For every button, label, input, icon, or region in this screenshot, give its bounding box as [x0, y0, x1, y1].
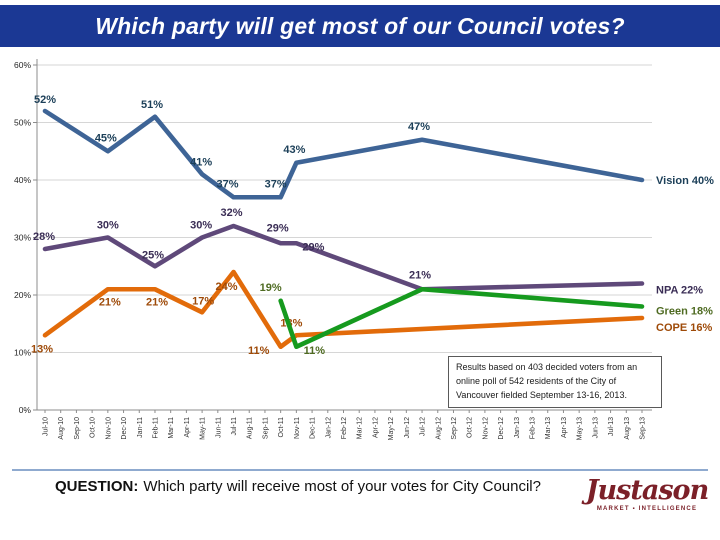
svg-text:Jul-13: Jul-13: [608, 417, 615, 436]
svg-text:37%: 37%: [265, 178, 287, 190]
svg-text:37%: 37%: [217, 178, 239, 190]
svg-text:Feb-12: Feb-12: [341, 417, 348, 439]
axes: [33, 59, 652, 413]
svg-text:30%: 30%: [14, 233, 31, 243]
svg-text:Apr-12: Apr-12: [372, 417, 379, 438]
svg-text:21%: 21%: [99, 296, 121, 308]
svg-text:Feb-13: Feb-13: [530, 417, 537, 439]
svg-text:Nov-11: Nov-11: [294, 417, 301, 439]
svg-text:41%: 41%: [190, 156, 212, 168]
svg-text:Sep-10: Sep-10: [74, 417, 81, 440]
gridlines: [37, 64, 652, 353]
svg-text:Jul-10: Jul-10: [43, 417, 50, 436]
question-label: QUESTION:: [55, 478, 139, 495]
svg-text:30%: 30%: [97, 220, 119, 232]
series-end-label-cope: COPE 16%: [656, 322, 712, 334]
svg-text:50%: 50%: [14, 118, 31, 128]
methodology-note-text: Results based on 403 decided voters from…: [456, 362, 638, 400]
svg-text:Apr-11: Apr-11: [184, 417, 191, 438]
svg-text:60%: 60%: [14, 60, 31, 70]
svg-text:Aug-11: Aug-11: [247, 417, 254, 439]
svg-text:Jul-11: Jul-11: [231, 417, 238, 436]
svg-text:11%: 11%: [248, 345, 270, 357]
svg-text:May-11: May-11: [200, 417, 207, 440]
divider-line: [12, 469, 708, 471]
svg-text:19%: 19%: [260, 282, 282, 294]
y-axis-labels: 0% 10% 20% 30% 40% 50% 60%: [14, 60, 31, 415]
svg-text:Aug-13: Aug-13: [624, 417, 631, 440]
series-npa: 28% 30% 25% 30% 32% 29% 29% 21% NPA 22%: [33, 207, 703, 297]
svg-text:29%: 29%: [302, 241, 324, 253]
svg-text:Jan-11: Jan-11: [137, 417, 144, 438]
title-bar: Which party will get most of our Council…: [0, 5, 720, 47]
svg-text:Dec-10: Dec-10: [121, 417, 128, 440]
series-end-label-npa: NPA 22%: [656, 285, 703, 297]
svg-text:Dec-12: Dec-12: [498, 417, 505, 440]
svg-text:Mar-13: Mar-13: [545, 417, 552, 439]
svg-text:Nov-12: Nov-12: [482, 417, 489, 440]
series-end-label-green: Green 18%: [656, 306, 713, 318]
question-bar: QUESTION: Which party will receive most o…: [55, 478, 541, 495]
svg-text:Jun-13: Jun-13: [592, 417, 599, 439]
svg-text:Oct-12: Oct-12: [467, 417, 474, 438]
methodology-note: Results based on 403 decided voters from…: [448, 356, 662, 408]
svg-text:Jun-11: Jun-11: [215, 417, 222, 438]
justason-logo: Justason MARKET ▪ INTELLIGENCE: [582, 476, 712, 532]
svg-text:29%: 29%: [267, 222, 289, 234]
svg-text:11%: 11%: [304, 345, 326, 357]
svg-text:25%: 25%: [142, 249, 164, 261]
justason-logo-wordmark: Justason: [585, 475, 709, 506]
svg-text:21%: 21%: [409, 269, 431, 281]
svg-text:13%: 13%: [31, 343, 53, 355]
svg-text:Sep-12: Sep-12: [451, 417, 458, 440]
x-axis-labels: Jul-10 Aug-10 Sep-10 Oct-10 Nov-10 Dec-10 Jan-…: [43, 417, 647, 440]
svg-text:51%: 51%: [141, 99, 163, 111]
svg-text:Jan-12: Jan-12: [325, 417, 332, 439]
svg-text:30%: 30%: [190, 220, 212, 232]
svg-text:May-13: May-13: [577, 417, 584, 440]
svg-text:Aug-10: Aug-10: [58, 417, 65, 440]
page-title: Which party will get most of our Council…: [95, 12, 625, 39]
svg-text:0%: 0%: [19, 405, 32, 415]
svg-text:17%: 17%: [192, 295, 214, 307]
svg-text:Aug-12: Aug-12: [435, 417, 442, 440]
svg-text:20%: 20%: [14, 290, 31, 300]
justason-logo-tagline: MARKET ▪ INTELLIGENCE: [596, 505, 698, 512]
svg-text:Jul-12: Jul-12: [420, 417, 427, 436]
svg-text:Mar-12: Mar-12: [357, 417, 364, 439]
svg-text:10%: 10%: [14, 348, 31, 358]
svg-text:Oct-10: Oct-10: [90, 417, 97, 438]
svg-text:52%: 52%: [34, 94, 56, 106]
svg-text:May-12: May-12: [388, 417, 395, 440]
series-vision: 52% 45% 51% 41% 37% 37% 43% 47% Vision 40%: [34, 94, 714, 200]
svg-text:Jun-12: Jun-12: [404, 417, 411, 439]
svg-text:45%: 45%: [95, 132, 117, 144]
question-text: Which party will receive most of your vo…: [143, 478, 541, 495]
svg-text:Oct-11: Oct-11: [278, 417, 285, 438]
series-end-label-vision: Vision 40%: [656, 175, 714, 187]
svg-text:Jan-13: Jan-13: [514, 417, 521, 439]
svg-text:Nov-10: Nov-10: [105, 417, 112, 440]
svg-text:43%: 43%: [283, 144, 305, 156]
svg-text:24%: 24%: [216, 281, 238, 293]
svg-text:Feb-11: Feb-11: [152, 417, 159, 439]
svg-text:40%: 40%: [14, 175, 31, 185]
svg-text:32%: 32%: [221, 207, 243, 219]
svg-text:47%: 47%: [408, 121, 430, 133]
svg-text:Apr-13: Apr-13: [561, 417, 568, 438]
svg-text:Mar-11: Mar-11: [168, 417, 175, 439]
svg-text:28%: 28%: [33, 231, 55, 243]
svg-text:Sep-11: Sep-11: [262, 417, 269, 439]
series-green: 19% 11% Green 18%: [260, 282, 713, 357]
svg-text:Sep-13: Sep-13: [640, 417, 647, 440]
svg-text:21%: 21%: [146, 296, 168, 308]
svg-text:Dec-11: Dec-11: [310, 417, 317, 439]
